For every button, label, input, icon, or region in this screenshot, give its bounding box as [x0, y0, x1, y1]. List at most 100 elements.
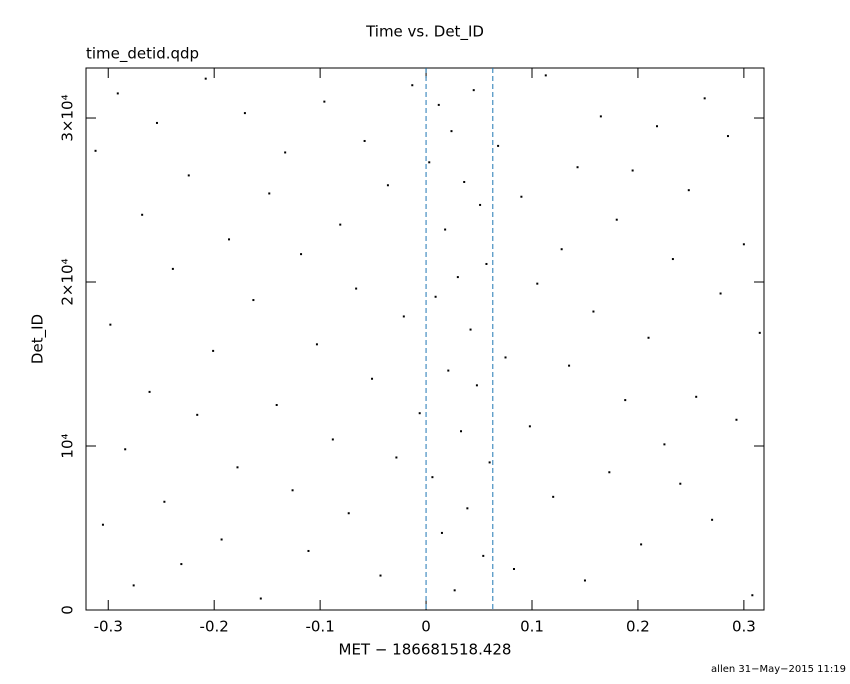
y-axis-label: Det_ID — [29, 314, 48, 364]
point — [163, 500, 166, 503]
point — [512, 568, 515, 571]
point — [472, 89, 475, 92]
point — [268, 192, 271, 195]
point — [243, 112, 246, 115]
point — [155, 121, 158, 124]
point — [679, 482, 682, 485]
x-tick-label: 0.3 — [732, 618, 756, 636]
point — [315, 343, 318, 346]
point — [504, 356, 507, 359]
point — [592, 310, 595, 313]
point — [259, 597, 262, 600]
point — [497, 144, 500, 147]
point — [379, 574, 382, 577]
point — [101, 523, 104, 526]
point — [485, 262, 488, 265]
point — [719, 292, 722, 295]
point — [347, 512, 350, 515]
point — [456, 276, 459, 279]
y-tick-label: 10⁴ — [59, 433, 77, 458]
point — [560, 248, 563, 251]
point — [631, 169, 634, 172]
point — [284, 151, 287, 154]
point — [116, 92, 119, 95]
point — [331, 438, 334, 441]
point — [544, 74, 547, 77]
point — [300, 253, 303, 256]
point — [488, 461, 491, 464]
point — [220, 538, 223, 541]
point — [453, 589, 456, 592]
x-tick-label: 0.1 — [520, 618, 544, 636]
point — [599, 115, 602, 118]
point — [171, 267, 174, 270]
point — [323, 100, 326, 103]
point — [440, 531, 443, 534]
point — [463, 180, 466, 183]
point — [742, 243, 745, 246]
point — [536, 282, 539, 285]
point — [437, 103, 440, 106]
point — [371, 377, 374, 380]
point — [450, 130, 453, 133]
plot-frame — [85, 67, 765, 611]
point — [447, 369, 450, 372]
point — [402, 315, 405, 318]
point — [711, 518, 714, 521]
point — [735, 418, 738, 421]
point — [196, 413, 199, 416]
point — [386, 184, 389, 187]
point — [469, 328, 472, 331]
x-tick-label: 0 — [421, 618, 431, 636]
point — [355, 287, 358, 290]
x-axis-label: MET − 186681518.428 — [339, 641, 512, 659]
point — [479, 203, 482, 206]
point — [204, 77, 207, 80]
point — [236, 466, 239, 469]
x-tick-label: 0.2 — [626, 618, 650, 636]
point — [568, 364, 571, 367]
point — [640, 543, 643, 546]
point — [656, 125, 659, 128]
point — [624, 399, 627, 402]
point — [576, 166, 579, 169]
point — [307, 549, 310, 552]
point — [475, 384, 478, 387]
x-tick-label: -0.2 — [200, 618, 229, 636]
x-tick-label: -0.3 — [94, 618, 123, 636]
point — [363, 139, 366, 142]
y-tick-label: 2×10⁴ — [59, 258, 77, 305]
point — [758, 331, 761, 334]
point — [141, 213, 144, 216]
footer: allen 31−May−2015 11:19 — [711, 664, 846, 675]
point — [395, 456, 398, 459]
point — [663, 443, 666, 446]
point — [180, 563, 183, 566]
point — [703, 97, 706, 100]
point — [726, 135, 729, 138]
point — [339, 223, 342, 226]
point — [608, 471, 611, 474]
point — [132, 584, 135, 587]
point — [94, 149, 97, 152]
point — [434, 295, 437, 298]
point — [583, 579, 586, 582]
point — [212, 349, 215, 352]
point — [228, 238, 231, 241]
point — [291, 489, 294, 492]
point — [428, 161, 431, 164]
point — [109, 323, 112, 326]
chart-title: Time vs. Det_ID — [365, 23, 484, 42]
chart-subtitle: time_detid.qdp — [86, 45, 199, 64]
point — [482, 554, 485, 557]
point — [444, 228, 447, 231]
point — [275, 404, 278, 407]
point — [431, 476, 434, 479]
point — [124, 448, 127, 451]
point — [411, 84, 414, 87]
y-tick-label: 3×10⁴ — [59, 94, 77, 141]
point — [615, 218, 618, 221]
